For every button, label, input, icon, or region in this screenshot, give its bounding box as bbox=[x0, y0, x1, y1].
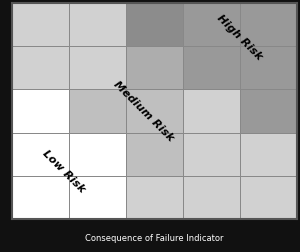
Bar bbox=[12, 133, 69, 176]
Bar bbox=[12, 176, 69, 219]
Bar bbox=[183, 89, 240, 133]
Bar bbox=[126, 3, 183, 46]
Bar bbox=[183, 176, 240, 219]
Text: High Risk: High Risk bbox=[215, 13, 265, 62]
Bar bbox=[12, 3, 69, 46]
Bar bbox=[126, 89, 183, 133]
Bar bbox=[240, 133, 297, 176]
Bar bbox=[240, 89, 297, 133]
Bar bbox=[69, 89, 126, 133]
Bar bbox=[69, 133, 126, 176]
Bar bbox=[126, 133, 183, 176]
Bar bbox=[183, 133, 240, 176]
Bar bbox=[126, 46, 183, 89]
Bar bbox=[69, 176, 126, 219]
Bar bbox=[69, 3, 126, 46]
Bar bbox=[12, 89, 69, 133]
Bar bbox=[240, 3, 297, 46]
Bar bbox=[69, 46, 126, 89]
Bar bbox=[240, 46, 297, 89]
Bar bbox=[12, 46, 69, 89]
Bar bbox=[183, 46, 240, 89]
Bar bbox=[240, 176, 297, 219]
Text: Low Risk: Low Risk bbox=[40, 148, 86, 195]
Bar bbox=[183, 3, 240, 46]
Text: Medium Risk: Medium Risk bbox=[111, 79, 175, 143]
Bar bbox=[126, 176, 183, 219]
Text: Consequence of Failure Indicator: Consequence of Failure Indicator bbox=[85, 234, 224, 243]
